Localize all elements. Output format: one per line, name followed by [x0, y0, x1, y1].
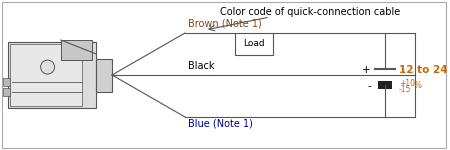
- Text: Black: Black: [188, 61, 215, 71]
- Text: -15: -15: [399, 85, 411, 94]
- Text: Load: Load: [243, 39, 265, 48]
- Bar: [10, 44, 82, 106]
- Bar: [8, 42, 96, 108]
- Text: +: +: [362, 65, 371, 75]
- Text: 12 to 24 V DC: 12 to 24 V DC: [399, 65, 450, 75]
- Bar: [3, 78, 10, 86]
- Text: Blue (Note 1): Blue (Note 1): [188, 119, 253, 129]
- Bar: [378, 81, 392, 89]
- Bar: [3, 87, 10, 96]
- Text: -: -: [367, 81, 371, 91]
- Bar: [96, 58, 112, 92]
- Text: %: %: [413, 81, 421, 90]
- Bar: [235, 33, 273, 55]
- Text: Color code of quick-connection cable: Color code of quick-connection cable: [220, 7, 400, 17]
- Circle shape: [40, 60, 54, 74]
- Text: +10: +10: [399, 78, 415, 87]
- Text: Brown (Note 1): Brown (Note 1): [188, 19, 262, 29]
- Bar: [61, 40, 93, 60]
